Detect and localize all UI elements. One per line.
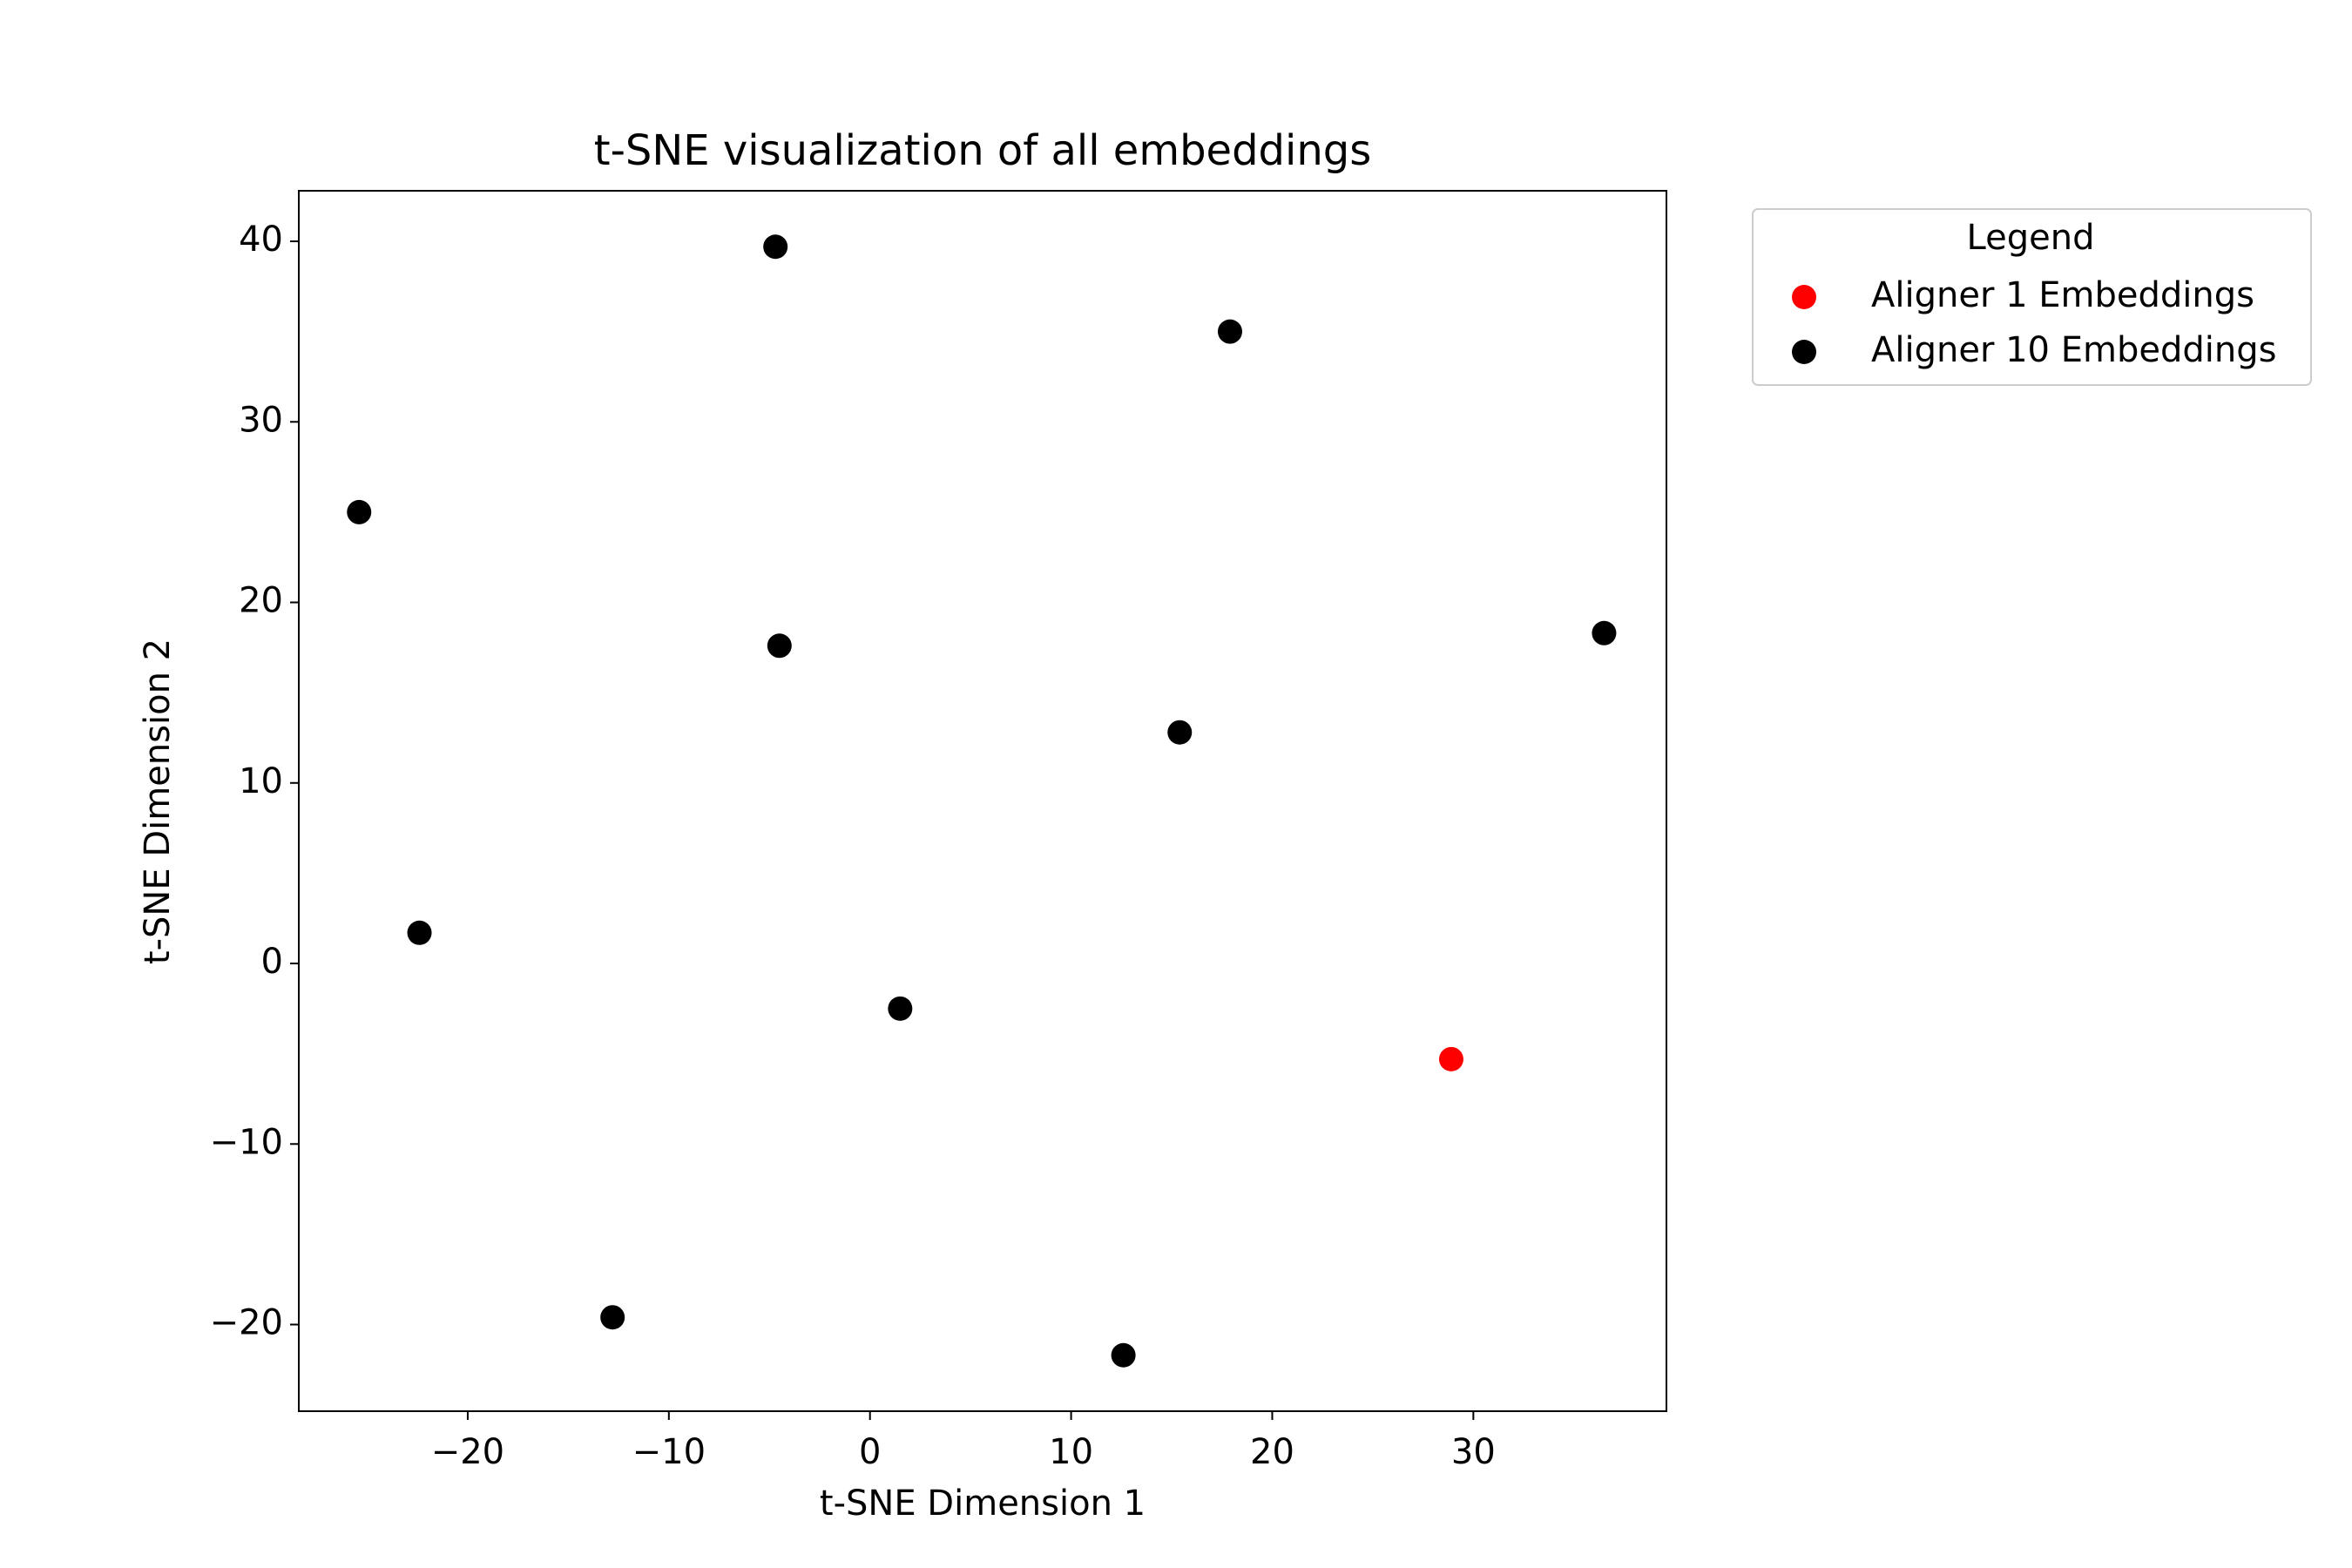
point: [1592, 620, 1617, 645]
point: [767, 633, 792, 659]
x-tick-label: 10: [1049, 1432, 1093, 1472]
point: [888, 996, 913, 1021]
y-axis-label: t-SNE Dimension 2: [138, 639, 178, 964]
point: [1438, 1046, 1463, 1071]
point: [763, 234, 788, 260]
legend-label: Aligner 1 Embeddings: [1871, 275, 2254, 315]
plot-frame: [298, 190, 1667, 1412]
y-tick-label: 10: [239, 761, 283, 801]
y-tick-label: 20: [239, 581, 283, 621]
x-tick-label: 0: [859, 1432, 881, 1472]
y-tick-label: 0: [261, 942, 283, 982]
x-tick-label: −10: [632, 1432, 706, 1472]
point: [407, 920, 432, 945]
point: [347, 499, 372, 524]
x-tick-label: 20: [1250, 1432, 1294, 1472]
legend-label: Aligner 10 Embeddings: [1871, 330, 2276, 370]
legend-title: Legend: [1967, 218, 2095, 258]
y-tick-label: −20: [210, 1303, 283, 1343]
x-tick-label: 30: [1451, 1432, 1496, 1472]
legend-marker: [1792, 285, 1816, 309]
y-tick-label: −10: [210, 1122, 283, 1162]
y-tick-label: 30: [239, 400, 283, 440]
x-tick-label: −20: [431, 1432, 504, 1472]
point: [1111, 1342, 1136, 1368]
chart-title: t-SNE visualization of all embeddings: [594, 126, 1372, 175]
legend-marker: [1792, 340, 1816, 364]
legend-box: [1752, 208, 2312, 386]
point: [1217, 319, 1242, 344]
point: [1167, 720, 1193, 745]
y-tick-label: 40: [239, 220, 283, 260]
point: [600, 1305, 625, 1330]
x-axis-label: t-SNE Dimension 1: [820, 1484, 1146, 1524]
